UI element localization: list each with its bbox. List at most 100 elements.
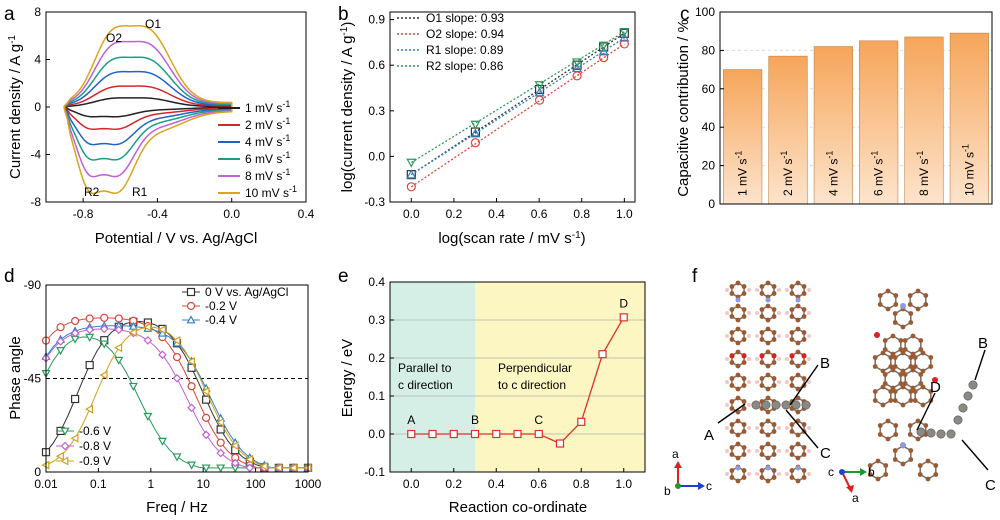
panel-f-left-h-atom — [777, 426, 781, 430]
panel-f-right-ring-atom — [907, 432, 913, 437]
panel-f-right-ring-atom — [867, 472, 873, 477]
panel-f-right-probe-atom — [936, 429, 946, 439]
panel-d-point — [157, 437, 167, 446]
panel-f-left-ring-atom — [741, 429, 747, 434]
panel-d-point — [158, 350, 167, 360]
panel-f-left-ring-atom — [741, 468, 747, 473]
panel-d-ytick-label: 0 — [34, 465, 41, 479]
panel-f-right-ring-atom — [918, 347, 924, 352]
panel-b-ylabel: log(current density / A g-1) — [339, 22, 356, 193]
panel-e-region1-label-line2: c direction — [398, 378, 453, 392]
panel-f-right-ring-atom — [928, 389, 934, 394]
panel-f-left-ring-atom — [729, 376, 735, 381]
panel-c-bar-label-text: 4 mV s — [826, 159, 840, 196]
panel-f-left-h-atom — [807, 311, 811, 315]
panel-e-ytick-label: 0.3 — [368, 313, 385, 327]
panel-f-left-ring-atom — [801, 468, 807, 473]
panel-f-left-h-atom — [807, 334, 811, 338]
panel-f-left-o-atom — [729, 353, 735, 359]
panel-b-legend-label: O1 slope: 0.93 — [426, 11, 504, 25]
panel-a-legend-label: 2 mV s-1 — [245, 116, 290, 132]
panel-f-left-ring-atom — [759, 337, 765, 342]
panel-b-letter: b — [338, 4, 349, 25]
panel-f-right-ring — [879, 420, 897, 440]
panel-f-left-ring-atom — [795, 317, 801, 323]
panel-f-right-ring-atom — [882, 347, 888, 352]
panel-f-right-ring-atom — [877, 302, 883, 307]
panel-f-right-ring-atom — [893, 293, 899, 298]
panel-f-left-ring-atom — [741, 452, 747, 457]
panel-f-right-ring — [874, 352, 892, 372]
panel-f-right-probe-atom — [953, 415, 963, 425]
panel-a-legend-label: 8 mV s-1 — [245, 167, 290, 183]
panel-f-left-ring-atom — [801, 337, 807, 342]
panel-f-left-ring-atom — [735, 363, 741, 369]
panel-f-left-h-atom — [755, 357, 759, 361]
panel-b-point — [470, 128, 481, 138]
arrow-a — [717, 403, 746, 424]
panel-f-right-ring-atom — [918, 372, 924, 377]
panel-f-left-ring-atom — [729, 383, 735, 388]
panel-d-xtick-label: 10 — [197, 477, 211, 491]
panel-d-point — [187, 382, 196, 391]
panel-f-left-h-atom — [777, 334, 781, 338]
panel-f-right-ring-atom — [890, 333, 896, 339]
panel-f-left-ring-atom — [771, 429, 777, 434]
panel-d-point — [71, 394, 80, 404]
panel-f-left-ring-atom — [729, 307, 735, 312]
panel-d-point — [100, 313, 109, 322]
panel-f-left-h-atom — [777, 380, 781, 384]
panel-c-bar-label: 8 mV s-1 — [915, 151, 931, 196]
panel-f-left-h-atom — [747, 311, 751, 315]
panel-d-point — [186, 356, 195, 366]
panel-a-ylabel-sup: -1 — [7, 35, 18, 44]
panel-d-point — [84, 404, 94, 414]
panel-f-right-ring-atom — [880, 402, 886, 408]
panel-f-left-h-atom — [755, 472, 759, 476]
panel-f-left-ring-atom — [795, 386, 801, 392]
panel-f-left-ring-atom — [759, 445, 765, 450]
panel-f-left-ring-atom — [735, 317, 741, 323]
panel-e-point-label: B — [471, 413, 479, 427]
panel-c-bar-label-text: 8 mV s — [917, 159, 931, 196]
panel-c-bar-label-sup: -1 — [915, 151, 925, 159]
panel-b-point — [406, 182, 416, 192]
panel-f-right-ring — [914, 352, 932, 372]
panel-f-left-h-atom — [747, 357, 751, 361]
panel-d-point — [172, 373, 182, 383]
panel-f-left-ring-atom — [741, 337, 747, 342]
panel-f-left-h-atom — [755, 288, 759, 292]
panel-f-label-a: A — [704, 427, 714, 444]
panel-f-left-ring-atom — [801, 314, 807, 319]
panel-f-right-ring-atom — [892, 364, 898, 369]
panel-f-left-ring-atom — [759, 314, 765, 319]
panel-f-left-ring-atom — [729, 314, 735, 319]
panel-f-left-h-atom — [725, 357, 729, 361]
panel-f-left-n-atom — [765, 297, 771, 303]
panel-d-legend-marker — [60, 441, 70, 451]
panel-e-point — [534, 429, 543, 439]
panel-e-regions — [390, 282, 645, 472]
panel-f-left-h-atom — [807, 472, 811, 476]
panel-d-point — [288, 463, 297, 473]
panel-b-point — [406, 169, 417, 179]
panel-f-left-ring-atom — [741, 314, 747, 319]
panel-f-annotations — [717, 349, 989, 471]
panel-f-right-ring-atom — [918, 338, 924, 343]
panel-e-point-label: C — [534, 413, 543, 427]
panel-f-left-o-atom — [771, 353, 777, 359]
panel-b-point — [470, 120, 481, 130]
panel-e-ytick-label: 0.2 — [368, 351, 385, 365]
panel-c-bar — [949, 32, 989, 205]
panel-f-left-ring-atom — [765, 317, 771, 323]
panel-c-bar-label-text: 2 mV s — [781, 159, 795, 196]
panel-f-right-ring-atom — [872, 364, 878, 369]
panel-f-right-ring-atom — [883, 472, 889, 477]
panel-a-legend-sup: -1 — [282, 116, 290, 126]
panel-f-left-h-atom — [777, 357, 781, 361]
panel-c-ytick-label: 80 — [702, 43, 716, 57]
panel-f-right-ring-atom — [920, 350, 926, 356]
panel-f-right-ring-atom — [908, 448, 914, 453]
panel-f-left-ring-atom — [801, 284, 807, 289]
